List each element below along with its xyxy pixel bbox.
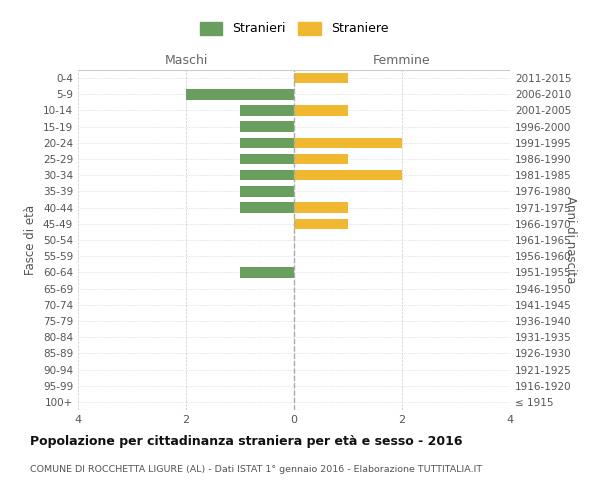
Y-axis label: Fasce di età: Fasce di età: [25, 205, 37, 275]
Legend: Stranieri, Straniere: Stranieri, Straniere: [200, 22, 388, 36]
Bar: [186, 89, 294, 100]
Bar: [240, 186, 294, 196]
Y-axis label: Anni di nascita: Anni di nascita: [564, 196, 577, 284]
Bar: [240, 267, 294, 278]
Bar: [294, 202, 348, 213]
Bar: [294, 170, 402, 180]
Bar: [294, 218, 348, 229]
Bar: [240, 170, 294, 180]
Bar: [240, 138, 294, 148]
Text: Femmine: Femmine: [373, 54, 431, 67]
Text: Maschi: Maschi: [164, 54, 208, 67]
Bar: [240, 202, 294, 213]
Bar: [294, 154, 348, 164]
Bar: [240, 105, 294, 116]
Bar: [294, 105, 348, 116]
Bar: [240, 122, 294, 132]
Bar: [240, 154, 294, 164]
Bar: [294, 138, 402, 148]
Text: COMUNE DI ROCCHETTA LIGURE (AL) - Dati ISTAT 1° gennaio 2016 - Elaborazione TUTT: COMUNE DI ROCCHETTA LIGURE (AL) - Dati I…: [30, 465, 482, 474]
Text: Popolazione per cittadinanza straniera per età e sesso - 2016: Popolazione per cittadinanza straniera p…: [30, 435, 463, 448]
Bar: [294, 73, 348, 84]
